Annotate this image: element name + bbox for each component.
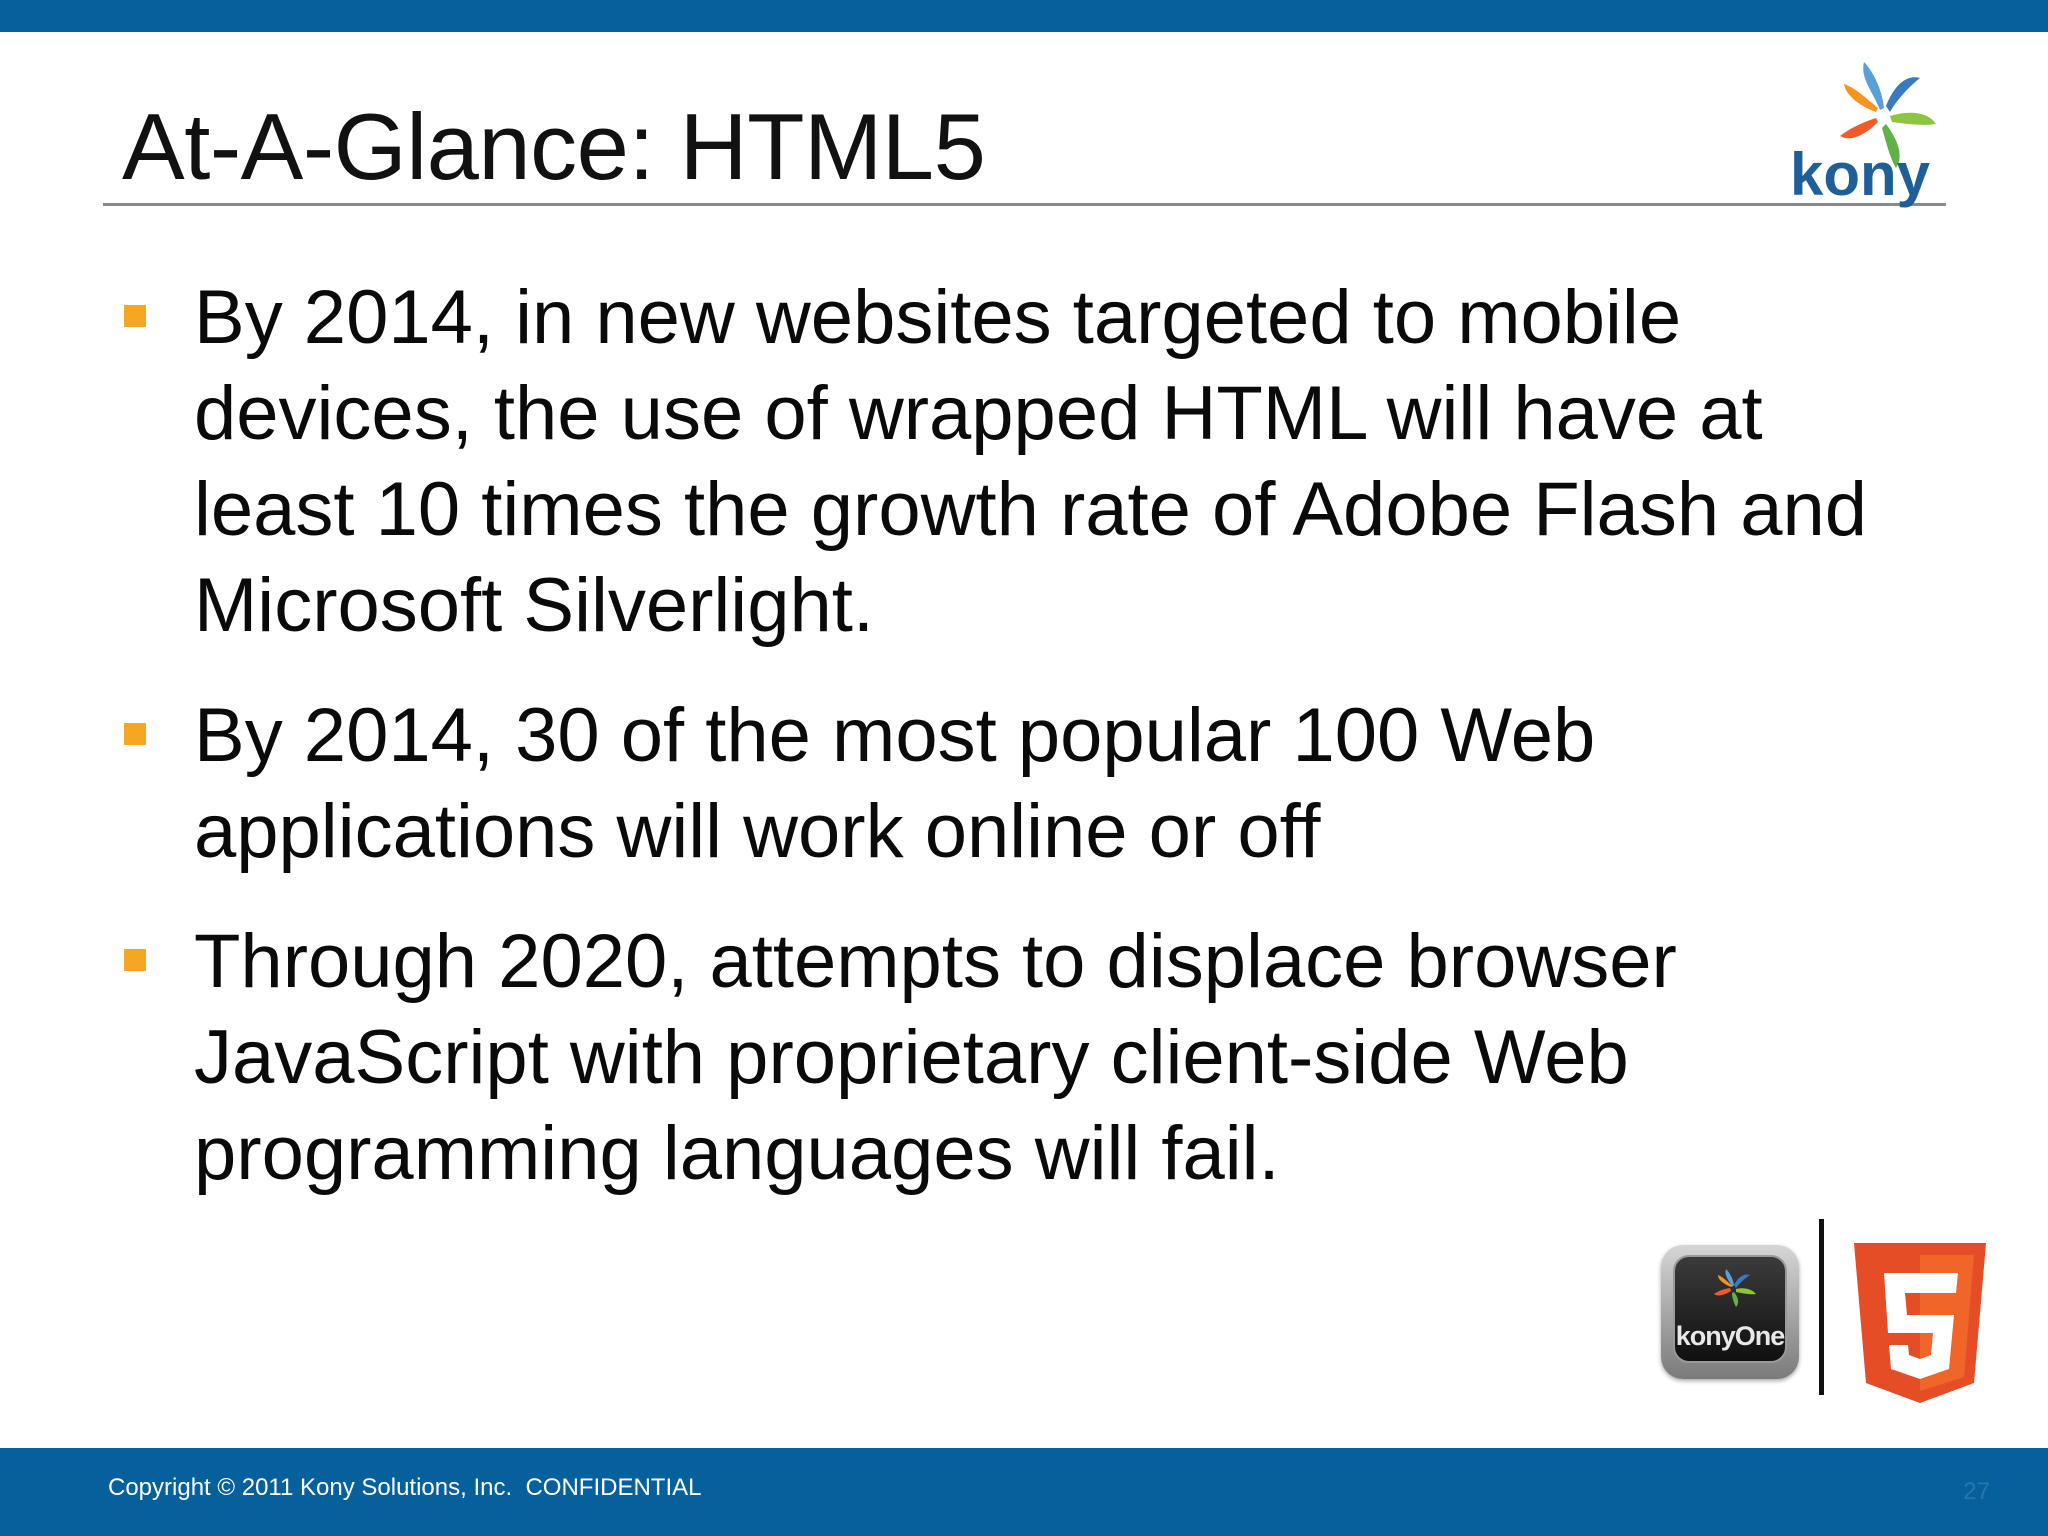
top-banner-bar — [0, 0, 2048, 32]
bullet-list: By 2014, in new websites targeted to mob… — [122, 270, 1882, 1236]
list-item: By 2014, in new websites targeted to mob… — [122, 270, 1882, 654]
title-divider — [103, 203, 1946, 206]
html5-shield-icon: 5 — [1850, 1243, 1986, 1403]
page-number: 27 — [1963, 1478, 1990, 1505]
slide-title: At-A-Glance: HTML5 — [122, 94, 986, 199]
footer-logos: konyOne 5 — [1658, 1215, 1998, 1405]
copyright-text: Copyright © 2011 Kony Solutions, Inc. CO… — [108, 1474, 702, 1501]
kony-logo-icon: kony — [1790, 62, 1936, 208]
kony-one-app-icon: konyOne — [1661, 1245, 1799, 1379]
kony-one-icon-face: konyOne — [1673, 1255, 1787, 1363]
list-item: By 2014, 30 of the most popular 100 Web … — [122, 688, 1882, 880]
kony-logo: kony — [1760, 40, 1960, 210]
bullet-marker-icon — [124, 305, 146, 327]
logo-divider — [1819, 1219, 1824, 1395]
kony-wordmark: kony — [1790, 141, 1931, 208]
bullet-text: Through 2020, attempts to displace brows… — [194, 919, 1677, 1196]
bullet-text: By 2014, 30 of the most popular 100 Web … — [194, 693, 1596, 874]
kony-one-label: konyOne — [1675, 1321, 1786, 1351]
footer-bar — [0, 1448, 2048, 1536]
list-item: Through 2020, attempts to displace brows… — [122, 914, 1882, 1202]
bullet-marker-icon — [124, 949, 146, 971]
bullet-text: By 2014, in new websites targeted to mob… — [194, 275, 1868, 648]
kony-pinwheel-icon — [1714, 1269, 1756, 1307]
bullet-marker-icon — [124, 723, 146, 745]
html5-badge-text: 5 — [1850, 1243, 1851, 1244]
